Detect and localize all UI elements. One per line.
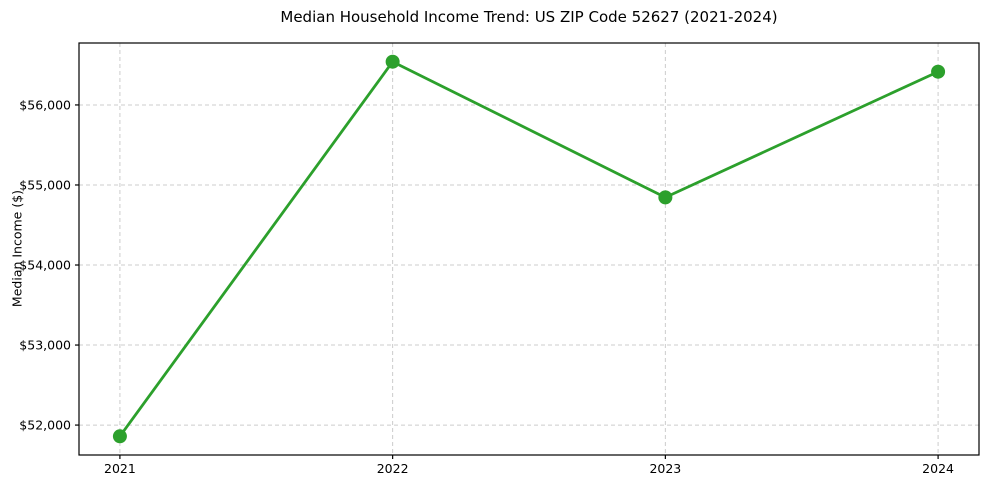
data-point-2023 bbox=[658, 190, 673, 205]
data-point-2024 bbox=[931, 64, 946, 79]
chart-title: Median Household Income Trend: US ZIP Co… bbox=[280, 8, 778, 26]
x-tick-label: 2022 bbox=[377, 461, 409, 476]
y-tick-label: $52,000 bbox=[19, 418, 71, 433]
y-tick-label: $56,000 bbox=[19, 97, 71, 112]
plot-border bbox=[78, 42, 980, 456]
x-tick-label: 2023 bbox=[649, 461, 681, 476]
income-trend-line bbox=[118, 60, 940, 438]
y-tick-label: $53,000 bbox=[19, 338, 71, 353]
x-tick-label: 2021 bbox=[104, 461, 136, 476]
y-tick-label: $54,000 bbox=[19, 258, 71, 273]
data-point-2021 bbox=[112, 429, 127, 444]
y-tick-label: $55,000 bbox=[19, 177, 71, 192]
data-point-2022 bbox=[385, 54, 400, 69]
x-tick-label: 2024 bbox=[922, 461, 954, 476]
